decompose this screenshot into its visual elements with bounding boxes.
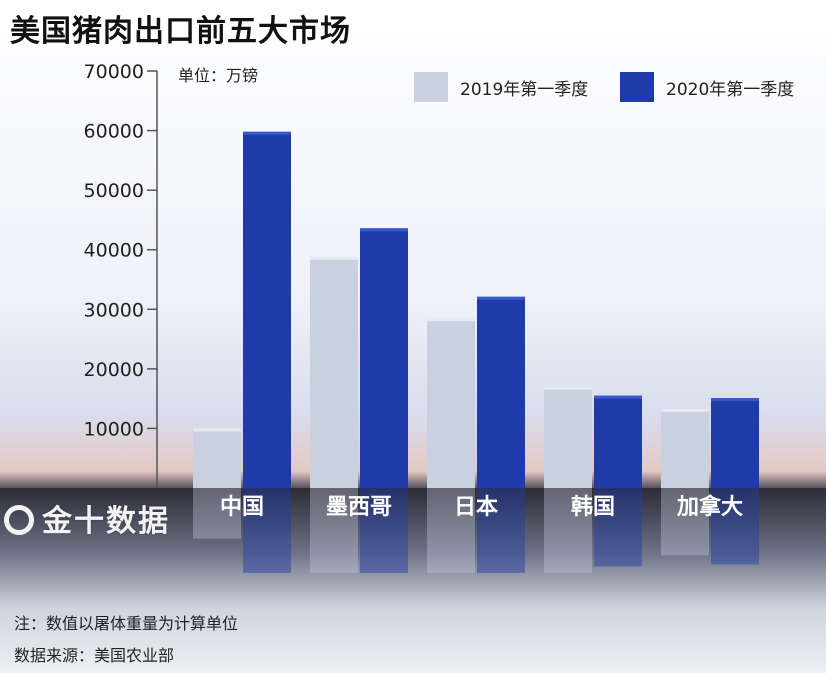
legend-item-2019: 2019年第一季度 (414, 72, 588, 102)
bar-2019-4 (661, 408, 709, 488)
y-tick-label: 20000 (84, 359, 144, 381)
bar-2020-2 (477, 296, 525, 488)
bar-2019-top (544, 386, 592, 390)
legend-swatch-2019 (414, 72, 448, 102)
y-tick-label: 40000 (84, 240, 144, 262)
bar-2019-top (427, 318, 475, 322)
bar-2019-1 (310, 256, 358, 488)
y-tick-label: 10000 (84, 418, 144, 440)
y-tick-label: 50000 (84, 180, 144, 202)
unit-label: 单位：万镑 (178, 66, 259, 85)
note-source: 数据来源：美国农业部 (14, 646, 175, 665)
bar-reflection (477, 488, 525, 573)
category-label-0: 中国 (220, 495, 264, 520)
y-tick-label: 70000 (84, 61, 144, 83)
bar-reflection (310, 488, 358, 573)
y-tick-label: 30000 (84, 299, 144, 321)
category-label-3: 韩国 (571, 494, 615, 520)
bar-2020-top (477, 296, 525, 300)
bar-2019-3 (544, 386, 592, 488)
bar-reflection (661, 488, 709, 556)
category-label-4: 加拿大 (676, 494, 743, 520)
bar-reflection (711, 488, 759, 565)
bar-reflection (243, 488, 291, 573)
bar-2020-1 (360, 228, 408, 489)
bar-2020-top (243, 131, 291, 135)
chart-title: 美国猪肉出口前五大市场 (10, 14, 351, 49)
bar-2019-top (310, 256, 358, 260)
bar-reflection (544, 488, 592, 573)
legend-label-2020: 2020年第一季度 (666, 79, 795, 100)
category-label-1: 墨西哥 (326, 495, 392, 520)
watermark-logo: 金十数据 (4, 496, 170, 540)
bar-2020-top (711, 398, 759, 402)
y-tick-label: 60000 (84, 121, 144, 143)
bar-2020-3 (594, 395, 642, 488)
bar-reflection (360, 488, 408, 573)
bar-2020-top (594, 395, 642, 399)
bar-reflection (193, 488, 241, 539)
legend-swatch-2020 (620, 72, 654, 102)
legend-label-2019: 2019年第一季度 (460, 79, 589, 100)
bar-2019-2 (427, 318, 475, 488)
note-basis: 注：数值以屠体重量为计算单位 (14, 614, 239, 633)
legend-item-2020: 2020年第一季度 (620, 72, 794, 102)
bar-2019-top (661, 408, 709, 412)
watermark-text: 金十数据 (42, 504, 170, 539)
bar-2020-4 (711, 398, 759, 488)
logo-icon (4, 504, 34, 535)
bar-reflection (427, 488, 475, 573)
bar-2019-top (193, 428, 241, 432)
bar-2020-0 (243, 131, 291, 488)
bar-2019-0 (193, 428, 241, 488)
bar-2020-top (360, 228, 408, 232)
category-label-2: 日本 (454, 495, 498, 520)
bar-reflection (594, 488, 642, 567)
